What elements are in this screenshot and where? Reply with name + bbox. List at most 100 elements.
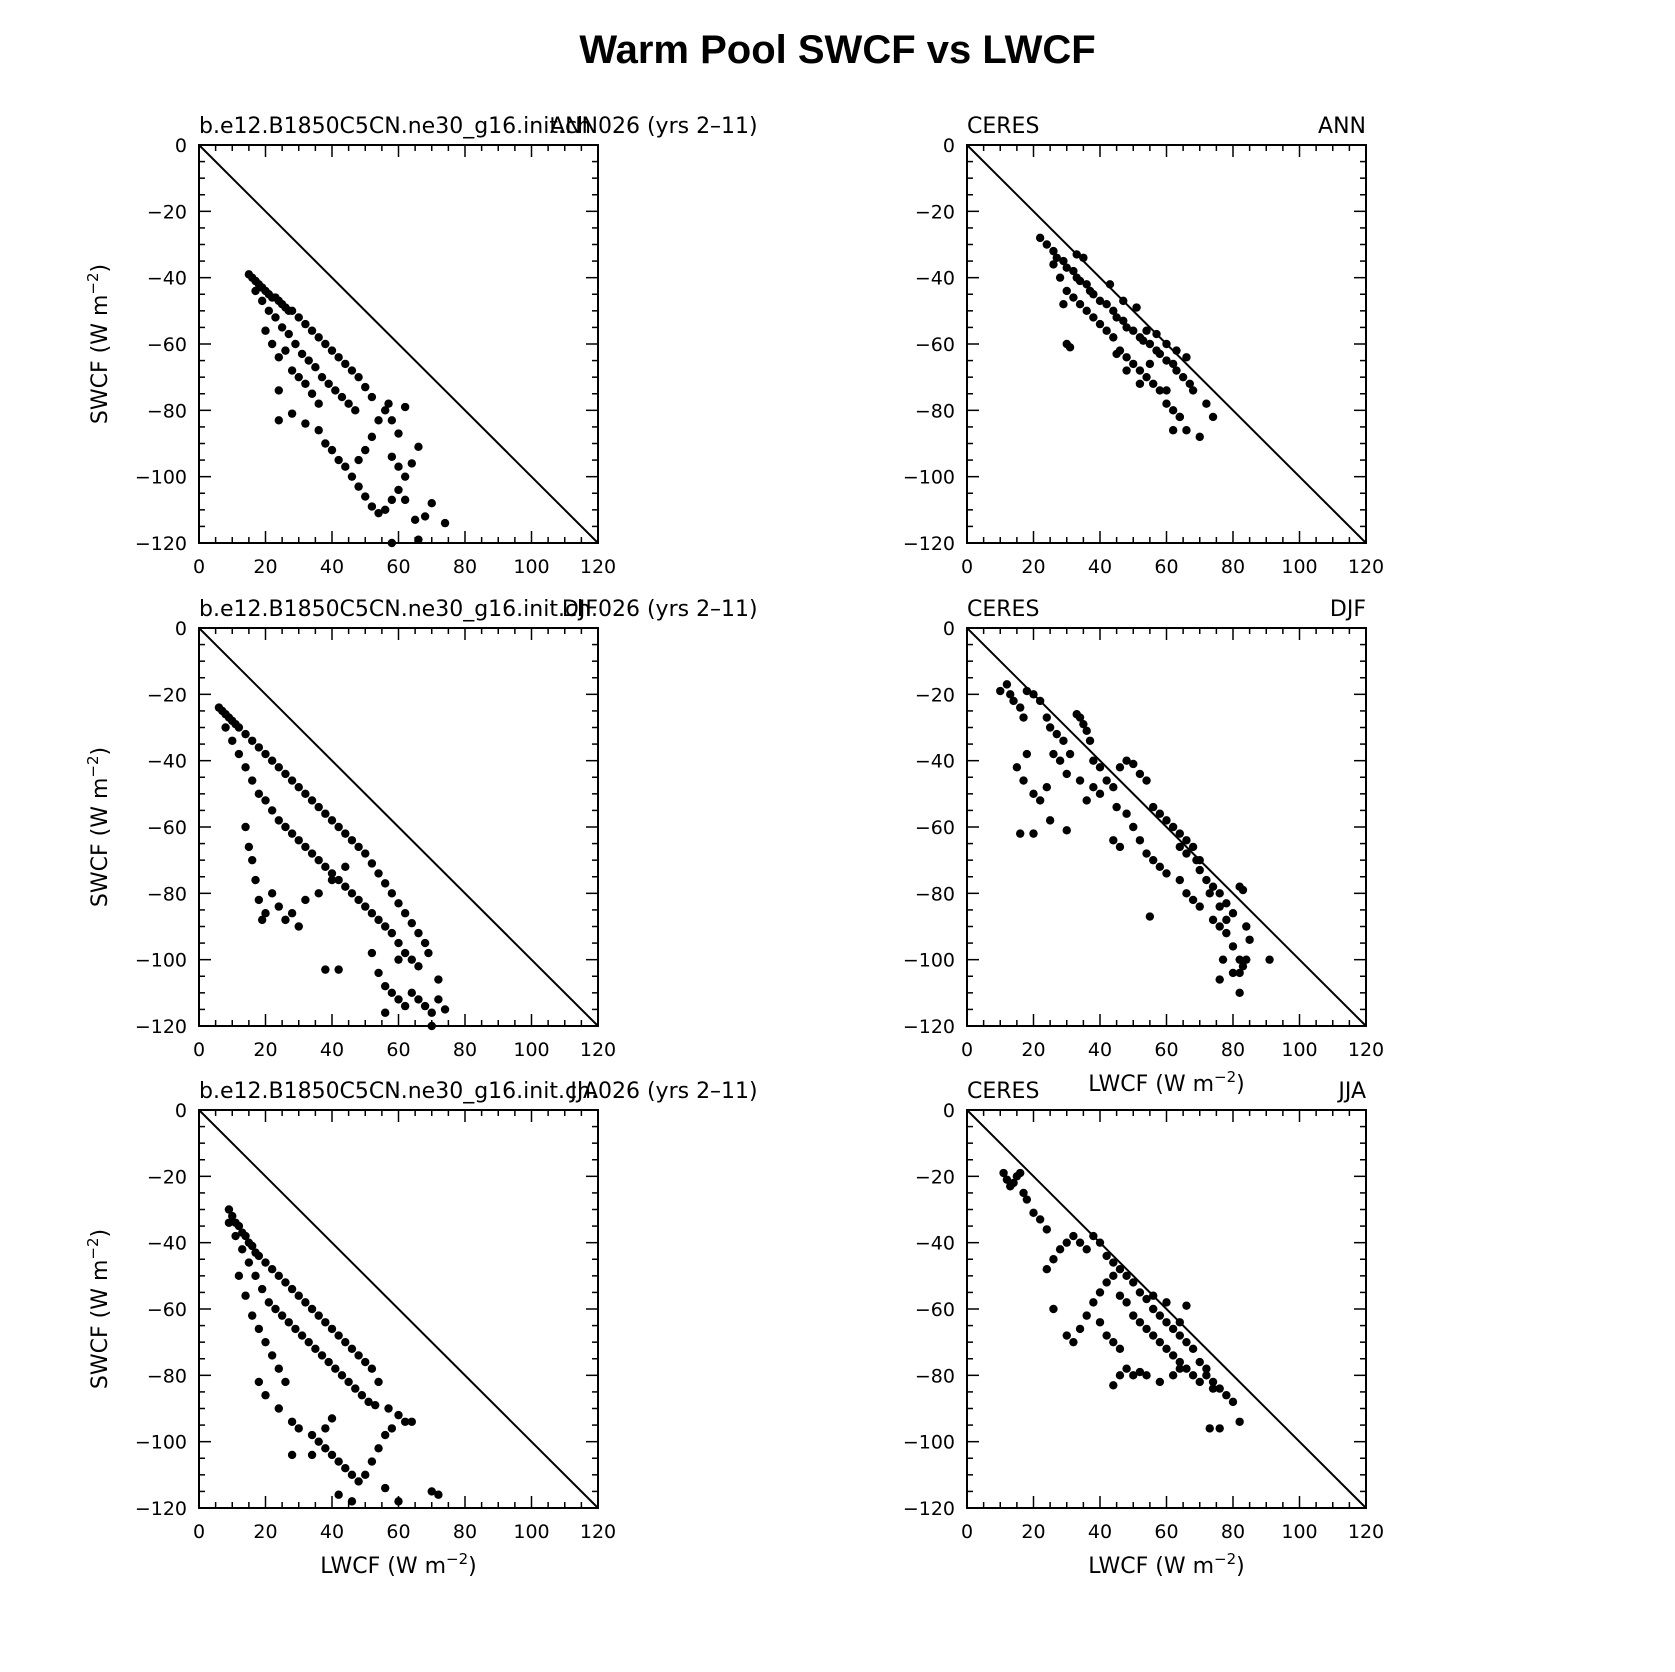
data-point — [387, 1424, 397, 1433]
data-point — [394, 462, 403, 471]
data-point — [1228, 942, 1238, 951]
x-axis-label: LWCF (W m−2) — [1088, 1068, 1244, 1097]
data-point — [1069, 1231, 1078, 1241]
data-point — [1235, 968, 1244, 978]
data-point — [1055, 756, 1065, 765]
data-point — [1142, 849, 1151, 858]
data-point — [331, 386, 340, 395]
data-point — [381, 982, 390, 991]
data-point — [1155, 1337, 1165, 1347]
data-point — [1242, 955, 1251, 964]
data-point — [287, 776, 297, 785]
data-point — [1109, 1271, 1118, 1281]
data-point — [427, 1008, 436, 1017]
data-point — [1168, 426, 1178, 435]
data-point — [381, 505, 390, 515]
data-point — [1115, 1371, 1125, 1380]
data-point — [1208, 1377, 1218, 1387]
data-point — [361, 445, 370, 455]
y-axis-label: SWCF (W m−2) — [84, 264, 113, 424]
data-point — [341, 1337, 350, 1347]
data-point — [1102, 1278, 1111, 1287]
data-point — [1082, 280, 1091, 289]
data-point — [277, 323, 287, 332]
data-point — [311, 363, 320, 372]
data-point — [367, 859, 377, 868]
data-point — [251, 1271, 260, 1281]
data-point — [291, 339, 300, 349]
data-point — [327, 445, 337, 455]
data-point — [1205, 889, 1214, 898]
x-tick-label: 60 — [1154, 1039, 1178, 1061]
data-point — [381, 922, 390, 931]
scatter-panel-4: 0 20 40 60 80 100 120 0 −20 −40 −60 −80 −100 −120 CERE… — [903, 597, 1384, 1097]
y-tick-label: −120 — [903, 1498, 955, 1520]
data-point — [1122, 366, 1131, 375]
data-point — [1019, 776, 1028, 785]
data-point — [267, 1265, 277, 1274]
data-point — [1139, 336, 1148, 345]
data-point — [257, 1284, 267, 1294]
data-point — [341, 829, 350, 838]
data-point — [394, 995, 403, 1004]
data-point — [1175, 1357, 1185, 1367]
data-point — [1168, 822, 1178, 832]
data-point — [1016, 703, 1025, 712]
data-point — [1215, 922, 1224, 931]
data-point — [334, 353, 343, 362]
data-point — [387, 928, 397, 938]
data-point — [1195, 1357, 1204, 1367]
data-point — [1135, 769, 1145, 779]
data-point — [267, 889, 277, 898]
x-tick-label: 60 — [386, 1039, 410, 1061]
data-point — [1135, 1318, 1145, 1327]
data-point — [407, 988, 416, 998]
y-axis-label: SWCF (W m−2) — [84, 1229, 113, 1389]
data-point — [231, 1231, 240, 1241]
y-tick-label: −80 — [915, 400, 955, 422]
data-point — [314, 802, 323, 812]
y-tick-label: −120 — [903, 1016, 955, 1038]
data-point — [1122, 1364, 1131, 1373]
data-point — [1049, 749, 1058, 759]
data-point — [321, 1318, 330, 1327]
data-point — [261, 1337, 270, 1347]
data-point — [1208, 1384, 1218, 1393]
data-point — [374, 968, 383, 978]
data-point — [341, 882, 350, 891]
reference-line — [198, 144, 599, 544]
data-point — [407, 918, 416, 928]
panel-left-label: CERES — [967, 597, 1039, 622]
data-point — [367, 909, 377, 918]
data-point — [304, 1337, 313, 1347]
data-point — [341, 1464, 350, 1473]
y-tick-label: −80 — [915, 883, 955, 905]
data-point — [1122, 1271, 1131, 1281]
data-point — [1095, 763, 1105, 772]
data-point — [284, 1318, 293, 1327]
data-point — [301, 1298, 310, 1307]
data-point — [327, 1450, 337, 1460]
data-point — [1142, 1371, 1151, 1380]
data-point — [354, 372, 363, 382]
data-point — [400, 909, 410, 918]
data-point — [1012, 763, 1022, 772]
x-tick-label: 120 — [1348, 1039, 1384, 1061]
data-point — [1162, 386, 1171, 395]
data-point — [347, 472, 357, 481]
data-point — [267, 339, 277, 349]
data-point — [1109, 306, 1118, 316]
y-tick-label: −120 — [135, 1016, 187, 1038]
data-point — [1062, 826, 1071, 835]
data-point — [1102, 326, 1111, 335]
data-point — [1149, 1304, 1158, 1314]
data-point — [301, 379, 310, 388]
data-point — [1265, 955, 1274, 964]
data-point — [241, 729, 250, 739]
data-point — [394, 899, 403, 908]
data-point — [1019, 713, 1028, 722]
data-point — [294, 1424, 303, 1433]
x-tick-label: 80 — [1221, 1521, 1245, 1543]
data-point — [307, 389, 317, 398]
data-point — [287, 1284, 297, 1294]
